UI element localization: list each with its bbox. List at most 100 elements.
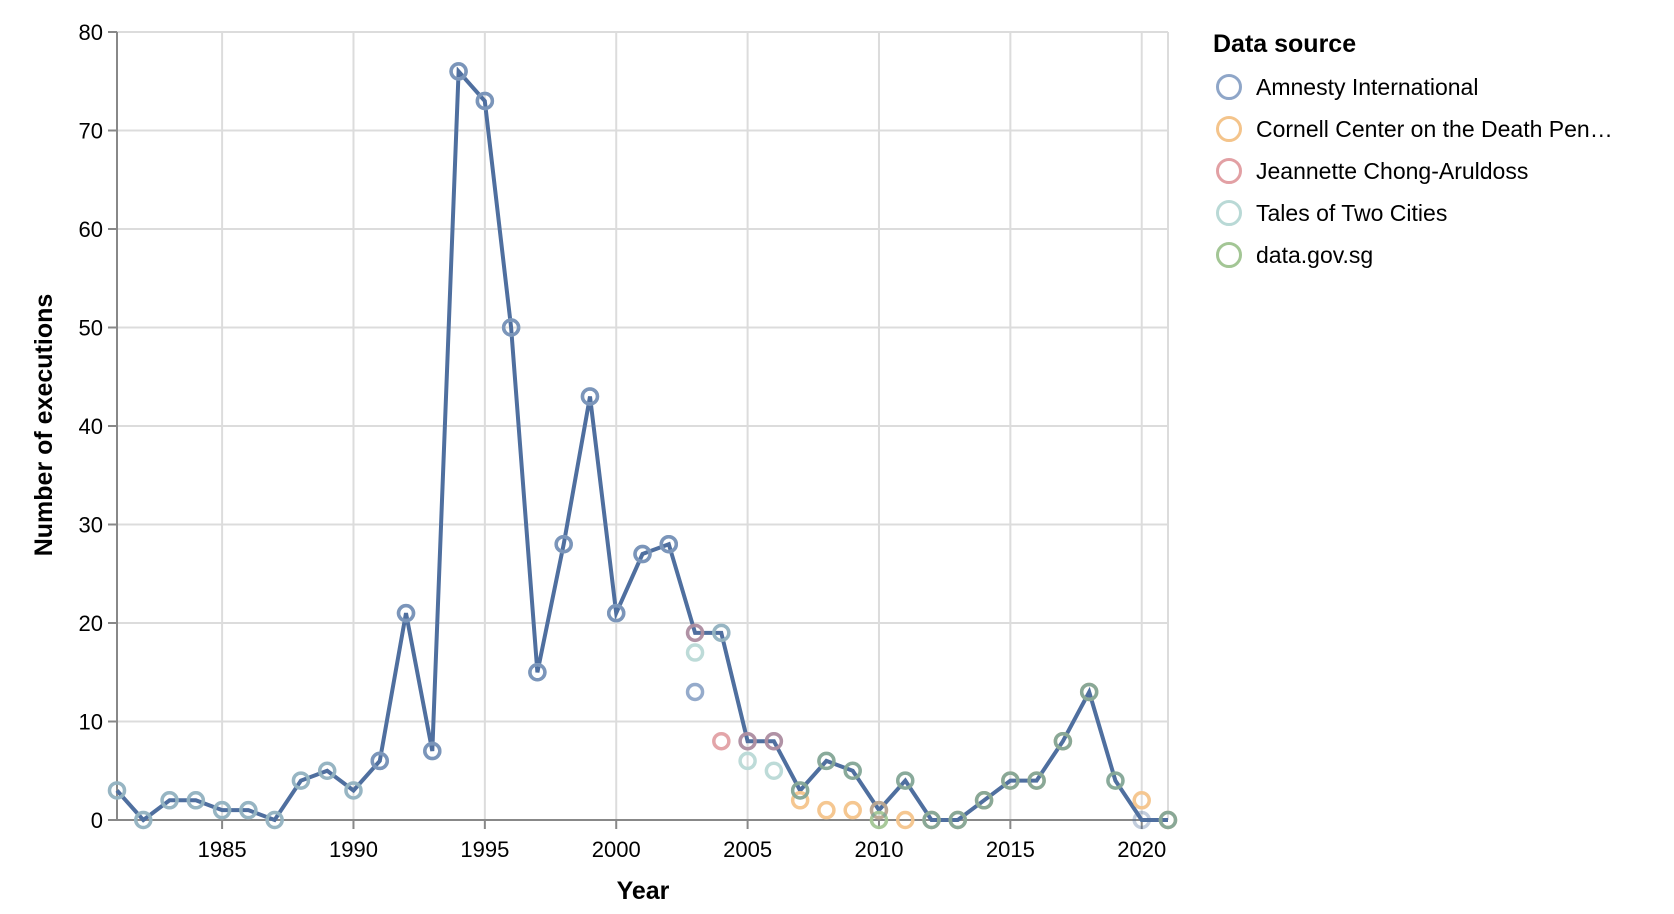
y-tick-label: 30	[79, 513, 103, 538]
line-point	[1079, 682, 1099, 702]
legend-label: Amnesty International	[1256, 74, 1478, 100]
line-point	[370, 751, 389, 771]
data-point	[896, 771, 915, 790]
line-point	[685, 623, 705, 643]
data-point	[922, 810, 941, 830]
data-point	[764, 761, 784, 780]
data-point	[160, 791, 179, 810]
line-point	[869, 800, 889, 820]
x-tick-label: 2000	[592, 837, 641, 862]
data-point	[974, 791, 994, 810]
line-point	[922, 810, 941, 830]
data-point	[239, 800, 258, 820]
line-point	[528, 663, 547, 682]
line-point	[948, 810, 968, 830]
data-point	[817, 751, 836, 771]
legend-label: data.gov.sg	[1256, 242, 1373, 268]
data-point	[344, 781, 363, 800]
line-point	[239, 800, 258, 820]
y-axis-title: Number of executions	[30, 294, 58, 557]
line-point	[107, 781, 127, 800]
y-tick-label: 40	[79, 414, 103, 439]
line-point	[817, 751, 836, 771]
line-point	[974, 791, 994, 810]
data-point	[1132, 791, 1151, 810]
data-point	[764, 731, 784, 751]
data-point	[186, 791, 206, 810]
line-point	[396, 603, 416, 623]
data-point	[738, 751, 757, 771]
data-point	[685, 682, 705, 702]
data-point	[685, 623, 705, 643]
line-point	[265, 810, 284, 830]
data-point	[790, 781, 810, 800]
line-point	[1001, 771, 1020, 790]
data-point	[659, 534, 679, 554]
data-point	[738, 731, 757, 751]
data-point	[896, 810, 915, 830]
data-point	[712, 731, 731, 751]
y-tick-label: 20	[79, 611, 103, 636]
legend-swatch	[1216, 116, 1242, 142]
data-point	[134, 810, 153, 830]
data-point	[1106, 771, 1125, 790]
line-point	[134, 810, 153, 830]
legend: Data source Amnesty International Cornell…	[1213, 30, 1613, 268]
data-point	[580, 387, 600, 406]
data-point	[501, 318, 521, 337]
grid	[117, 31, 1169, 821]
x-tick-label: 2020	[1117, 837, 1166, 862]
data-point	[869, 800, 889, 820]
legend-swatch	[1216, 242, 1242, 268]
y-tick-label: 60	[79, 217, 103, 242]
line-point	[501, 318, 521, 337]
x-tick-label: 2015	[986, 837, 1035, 862]
legend-swatch	[1216, 158, 1242, 184]
data-point	[790, 791, 810, 810]
line-point	[764, 731, 784, 751]
data-point	[291, 771, 311, 790]
line-point	[1158, 810, 1178, 830]
line-point	[212, 800, 232, 820]
line-point	[896, 771, 915, 790]
x-tick-label: 1995	[460, 837, 509, 862]
data-point	[685, 643, 705, 662]
data-point	[633, 544, 652, 564]
legend-swatch	[1216, 74, 1242, 100]
y-tick-label: 70	[79, 119, 103, 144]
data-point	[1027, 771, 1046, 790]
legend-label: Cornell Center on the Death Pen…	[1256, 116, 1613, 142]
line-point	[1132, 810, 1151, 830]
x-axis-title: Year	[617, 877, 670, 905]
points-layer	[107, 62, 1178, 830]
line-point	[423, 741, 442, 761]
line-point	[317, 761, 337, 780]
data-point	[712, 623, 731, 643]
data-point	[1158, 810, 1178, 830]
data-point	[843, 800, 862, 820]
legend-swatch	[1216, 200, 1242, 226]
line-point	[186, 791, 206, 810]
data-point	[370, 751, 389, 771]
data-point	[606, 603, 626, 623]
line-point	[1106, 771, 1125, 790]
data-point	[843, 761, 862, 780]
line-point	[1053, 731, 1073, 751]
line-point	[738, 731, 757, 751]
data-point	[1001, 771, 1020, 790]
y-tick-label: 80	[79, 20, 103, 45]
line-point	[1027, 771, 1046, 790]
line-point	[449, 62, 468, 81]
data-point	[1053, 731, 1073, 751]
data-point	[528, 663, 547, 682]
data-point	[449, 62, 468, 81]
data-point	[423, 741, 442, 761]
x-tick-label: 1985	[198, 837, 247, 862]
data-point	[396, 603, 416, 623]
x-tick-label: 2010	[854, 837, 903, 862]
y-tick-label: 0	[91, 808, 103, 833]
executions-line	[115, 66, 1168, 823]
line-point	[659, 534, 679, 554]
data-point	[317, 761, 337, 780]
